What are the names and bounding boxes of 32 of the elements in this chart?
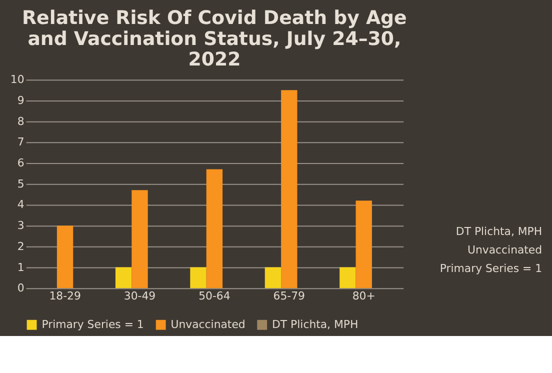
x-tick-label: 50-64 (198, 290, 230, 303)
y-tick-label: 8 (17, 114, 24, 128)
y-tick-label: 2 (17, 240, 24, 253)
bar (340, 267, 356, 288)
x-tick-label: 80+ (352, 290, 376, 303)
chart-title: Relative Risk Of Covid Death by Age and Vaccination Status, July 24–30, 2022 (22, 7, 407, 71)
bar (56, 226, 74, 288)
bar (206, 169, 223, 288)
x-tick-label: 30-49 (124, 290, 156, 303)
bar (356, 200, 372, 288)
bar (132, 190, 148, 288)
y-tick-label: 1 (17, 260, 24, 274)
legend-label: Primary Series = 1 (42, 318, 144, 331)
text: DT Plichta, MPH (456, 224, 542, 238)
x-tick-label: 65-79 (273, 290, 306, 303)
text: Primary Series = 1 (440, 262, 542, 275)
bar (190, 267, 206, 288)
y-tick-label: 5 (17, 177, 24, 190)
bar (264, 267, 282, 288)
y-tick-label: 0 (17, 282, 24, 295)
y-tick-label: 3 (17, 219, 24, 232)
bar (115, 267, 132, 288)
y-tick-label: 7 (17, 136, 24, 149)
y-tick-label: 9 (17, 94, 24, 107)
x-tick-label: 18-29 (49, 290, 81, 303)
y-tick-label: 6 (17, 156, 24, 170)
y-tick-label: 10 (10, 73, 24, 86)
bar (281, 90, 298, 288)
legend-label: DT Plichta, MPH (272, 318, 358, 331)
text: Unvaccinated (468, 243, 542, 256)
legend-label: Unvaccinated (170, 318, 246, 331)
y-tick-label: 4 (17, 198, 24, 212)
